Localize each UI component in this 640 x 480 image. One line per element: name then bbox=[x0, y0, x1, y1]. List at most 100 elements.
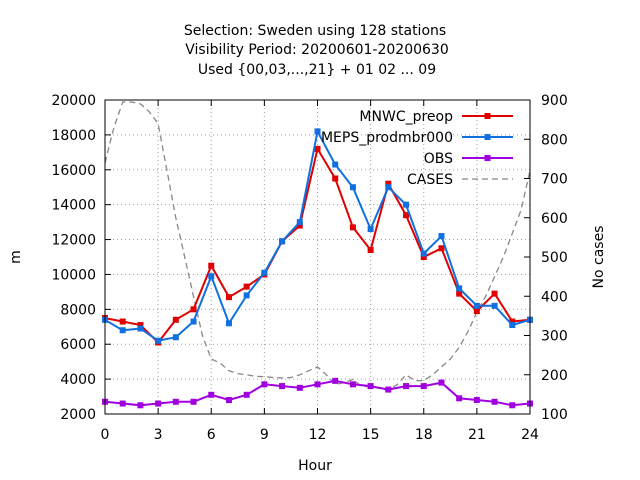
y2-tick-label: 700 bbox=[541, 172, 568, 188]
data-point-meps-prodmbr000 bbox=[385, 184, 392, 191]
data-point-mnwc-preop bbox=[172, 316, 179, 323]
data-point-obs bbox=[208, 391, 215, 398]
data-point-meps-prodmbr000 bbox=[403, 201, 410, 208]
data-point-obs bbox=[314, 381, 321, 388]
data-point-obs bbox=[349, 381, 356, 388]
data-point-obs bbox=[137, 402, 144, 409]
y-tick-label: 18000 bbox=[51, 128, 96, 144]
data-point-meps-prodmbr000 bbox=[172, 334, 179, 341]
data-point-meps-prodmbr000 bbox=[349, 184, 356, 191]
data-point-meps-prodmbr000 bbox=[119, 327, 126, 334]
data-point-meps-prodmbr000 bbox=[225, 320, 232, 327]
title-line-1: Selection: Sweden using 128 stations bbox=[184, 23, 446, 39]
axis-ticks: 0 3 6 9 12 15 18 21 24 2000 4000 6000 8000 10000 12000… bbox=[51, 93, 567, 443]
data-point-mnwc-preop bbox=[473, 308, 480, 315]
data-point-obs bbox=[190, 398, 197, 405]
data-point-mnwc-preop bbox=[456, 290, 463, 297]
title-line-3: Used {00,03,...,21} + 01 02 ... 09 bbox=[198, 62, 436, 78]
data-point-mnwc-preop bbox=[296, 222, 303, 229]
data-point-obs bbox=[473, 397, 480, 404]
data-point-meps-prodmbr000 bbox=[438, 233, 445, 240]
data-point-meps-prodmbr000 bbox=[456, 285, 463, 292]
data-point-mnwc-preop bbox=[243, 283, 250, 290]
data-point-obs bbox=[296, 384, 303, 391]
y2-tick-label: 800 bbox=[541, 132, 568, 148]
legend: MNWC_preop MEPS_prodmbr000 OBS CASES bbox=[321, 109, 513, 188]
data-point-mnwc-preop bbox=[137, 322, 144, 329]
data-point-obs bbox=[119, 400, 126, 407]
y2-tick-label: 600 bbox=[541, 211, 568, 227]
data-point-obs bbox=[367, 383, 374, 390]
y2-tick-label: 500 bbox=[541, 250, 568, 266]
legend-marker-meps-prodmbr000 bbox=[484, 134, 491, 140]
data-point-mnwc-preop bbox=[190, 306, 197, 313]
legend-marker-mnwc-preop bbox=[484, 113, 491, 119]
chart-title: Selection: Sweden using 128 stations Vis… bbox=[184, 23, 449, 78]
data-point-mnwc-preop bbox=[403, 212, 410, 219]
data-point-mnwc-preop bbox=[225, 294, 232, 301]
y-tick-label: 14000 bbox=[51, 198, 96, 214]
x-tick-label: 3 bbox=[154, 427, 163, 443]
data-point-obs bbox=[172, 398, 179, 405]
data-point-meps-prodmbr000 bbox=[296, 219, 303, 226]
data-point-meps-prodmbr000 bbox=[243, 292, 250, 299]
data-point-obs bbox=[385, 386, 392, 393]
data-point-mnwc-preop bbox=[509, 318, 516, 325]
data-point-meps-prodmbr000 bbox=[155, 337, 162, 344]
x-axis-label: Hour bbox=[298, 458, 332, 474]
y2-tick-label: 300 bbox=[541, 329, 568, 345]
data-point-meps-prodmbr000 bbox=[208, 273, 215, 280]
x-tick-label: 24 bbox=[521, 427, 539, 443]
legend-label-obs: OBS bbox=[424, 151, 453, 167]
y-tick-label: 4000 bbox=[60, 372, 96, 388]
data-point-obs bbox=[225, 397, 232, 404]
y-tick-label: 2000 bbox=[60, 407, 96, 423]
data-point-obs bbox=[243, 391, 250, 398]
data-point-meps-prodmbr000 bbox=[420, 250, 427, 257]
legend-marker-obs bbox=[484, 155, 491, 161]
data-point-obs bbox=[438, 379, 445, 386]
x-tick-label: 18 bbox=[415, 427, 433, 443]
data-point-obs bbox=[332, 377, 339, 384]
y-tick-label: 12000 bbox=[51, 233, 96, 249]
y-tick-label: 16000 bbox=[51, 163, 96, 179]
data-point-obs bbox=[456, 395, 463, 402]
data-point-meps-prodmbr000 bbox=[491, 302, 498, 309]
data-point-mnwc-preop bbox=[438, 245, 445, 252]
y-tick-label: 20000 bbox=[51, 93, 96, 109]
x-tick-label: 6 bbox=[207, 427, 216, 443]
data-point-mnwc-preop bbox=[314, 145, 321, 152]
data-point-meps-prodmbr000 bbox=[190, 318, 197, 325]
data-point-obs bbox=[509, 402, 516, 409]
series-line-cases bbox=[104, 101, 531, 392]
legend-label-mnwc-preop: MNWC_preop bbox=[359, 109, 453, 125]
data-point-obs bbox=[420, 383, 427, 390]
y-tick-label: 10000 bbox=[51, 267, 96, 283]
y2-tick-label: 900 bbox=[541, 93, 568, 109]
data-point-obs bbox=[261, 381, 268, 388]
data-point-meps-prodmbr000 bbox=[509, 322, 516, 329]
title-line-2: Visibility Period: 20200601-20200630 bbox=[185, 42, 449, 58]
data-point-obs bbox=[491, 398, 498, 405]
x-tick-label: 15 bbox=[362, 427, 380, 443]
x-tick-label: 12 bbox=[309, 427, 327, 443]
series-layer bbox=[102, 101, 533, 409]
data-point-meps-prodmbr000 bbox=[314, 128, 321, 135]
y2-tick-label: 200 bbox=[541, 368, 568, 384]
legend-label-meps-prodmbr000: MEPS_prodmbr000 bbox=[321, 130, 453, 146]
data-point-meps-prodmbr000 bbox=[261, 269, 268, 276]
data-point-mnwc-preop bbox=[349, 224, 356, 231]
data-point-mnwc-preop bbox=[385, 180, 392, 187]
data-point-meps-prodmbr000 bbox=[332, 161, 339, 168]
legend-label-cases: CASES bbox=[407, 172, 453, 188]
data-point-meps-prodmbr000 bbox=[367, 226, 374, 233]
x-tick-label: 21 bbox=[468, 427, 486, 443]
data-point-mnwc-preop bbox=[208, 262, 215, 269]
data-point-obs bbox=[279, 383, 286, 390]
y2-axis-label: No cases bbox=[591, 226, 607, 289]
data-point-meps-prodmbr000 bbox=[473, 302, 480, 309]
data-point-mnwc-preop bbox=[332, 175, 339, 182]
data-point-obs bbox=[155, 400, 162, 407]
data-point-mnwc-preop bbox=[119, 318, 126, 325]
